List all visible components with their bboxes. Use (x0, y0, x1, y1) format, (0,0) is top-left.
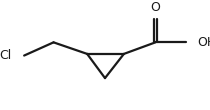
Text: O: O (150, 1, 160, 14)
Text: Cl: Cl (0, 49, 12, 62)
Text: OH: OH (197, 36, 210, 49)
